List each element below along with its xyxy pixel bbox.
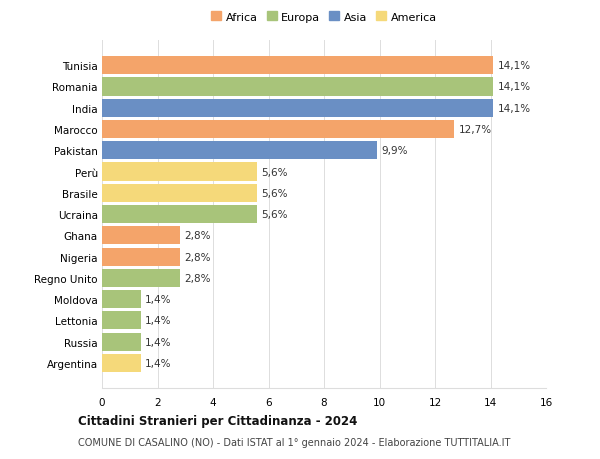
Bar <box>102 78 493 96</box>
Text: 1,4%: 1,4% <box>145 337 172 347</box>
Bar <box>102 291 141 308</box>
Text: 5,6%: 5,6% <box>262 167 288 177</box>
Text: 2,8%: 2,8% <box>184 231 211 241</box>
Bar <box>102 206 257 224</box>
Text: 14,1%: 14,1% <box>497 82 530 92</box>
Bar <box>102 142 377 160</box>
Bar <box>102 100 493 118</box>
Bar <box>102 163 257 181</box>
Text: 12,7%: 12,7% <box>458 125 492 134</box>
Text: 1,4%: 1,4% <box>145 295 172 304</box>
Bar <box>102 121 454 139</box>
Text: 14,1%: 14,1% <box>497 104 530 113</box>
Bar <box>102 312 141 330</box>
Text: COMUNE DI CASALINO (NO) - Dati ISTAT al 1° gennaio 2024 - Elaborazione TUTTITALI: COMUNE DI CASALINO (NO) - Dati ISTAT al … <box>78 437 511 447</box>
Bar <box>102 248 180 266</box>
Bar <box>102 269 180 287</box>
Text: 5,6%: 5,6% <box>262 188 288 198</box>
Bar <box>102 57 493 75</box>
Text: 2,8%: 2,8% <box>184 252 211 262</box>
Text: 14,1%: 14,1% <box>497 61 530 71</box>
Bar <box>102 333 141 351</box>
Text: 1,4%: 1,4% <box>145 316 172 325</box>
Text: 9,9%: 9,9% <box>381 146 407 156</box>
Bar <box>102 354 141 372</box>
Text: 5,6%: 5,6% <box>262 210 288 219</box>
Bar <box>102 185 257 202</box>
Text: 2,8%: 2,8% <box>184 273 211 283</box>
Text: Cittadini Stranieri per Cittadinanza - 2024: Cittadini Stranieri per Cittadinanza - 2… <box>78 414 358 428</box>
Text: 1,4%: 1,4% <box>145 358 172 368</box>
Legend: Africa, Europa, Asia, America: Africa, Europa, Asia, America <box>211 12 437 22</box>
Bar <box>102 227 180 245</box>
